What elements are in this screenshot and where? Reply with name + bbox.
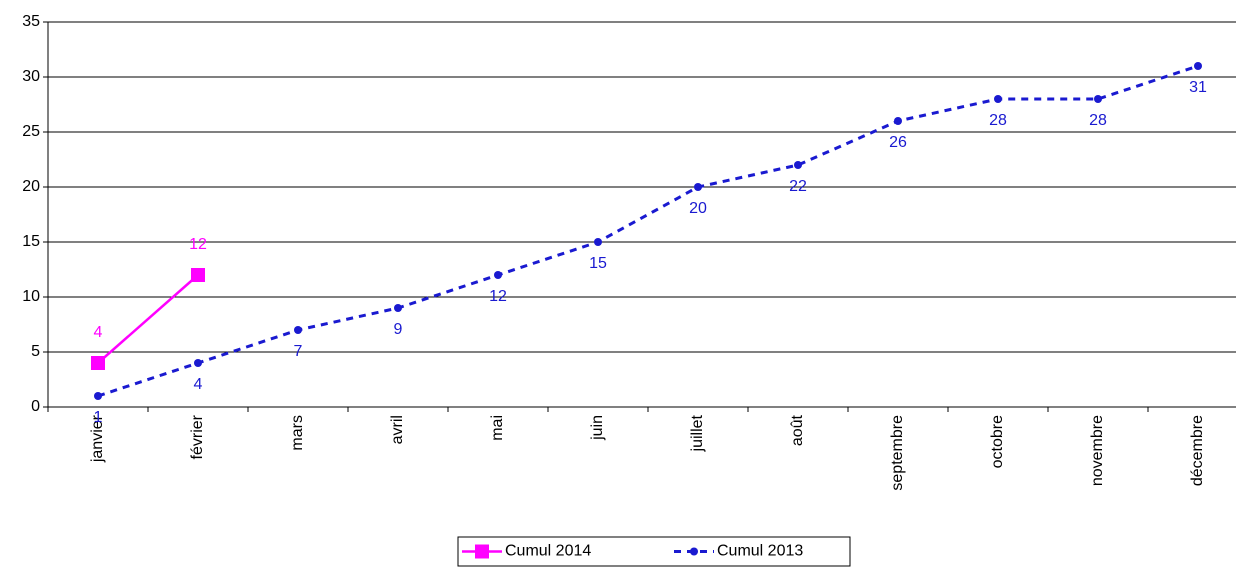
data-label: 28 xyxy=(1089,112,1107,129)
point xyxy=(694,183,702,191)
legend-marker xyxy=(475,544,489,559)
data-label: 4 xyxy=(194,376,203,393)
series-line xyxy=(97,274,199,364)
y-tick-label: 20 xyxy=(22,178,40,195)
y-tick-label: 0 xyxy=(31,398,40,415)
legend-label: Cumul 2013 xyxy=(717,543,803,560)
x-tick-label: janvier xyxy=(89,414,106,463)
data-label: 12 xyxy=(189,236,207,253)
point xyxy=(1094,95,1102,103)
y-tick-label: 5 xyxy=(31,343,40,360)
x-tick-label: mai xyxy=(489,415,506,441)
y-tick-label: 30 xyxy=(22,68,40,85)
x-tick-label: mars xyxy=(289,415,306,451)
x-tick-label: novembre xyxy=(1089,415,1106,486)
point xyxy=(91,356,105,370)
point xyxy=(494,271,502,279)
point xyxy=(394,304,402,312)
point xyxy=(794,161,802,169)
y-tick-label: 35 xyxy=(22,13,40,30)
data-label: 12 xyxy=(489,288,507,305)
legend: Cumul 2014 Cumul 2013 xyxy=(457,536,851,567)
x-tick-label: avril xyxy=(389,415,406,444)
x-tick-label: décembre xyxy=(1189,415,1206,486)
data-label: 31 xyxy=(1189,79,1207,96)
data-label: 4 xyxy=(94,324,103,341)
point xyxy=(94,392,102,400)
x-tick-label: octobre xyxy=(989,415,1006,468)
data-label: 7 xyxy=(294,343,303,360)
point xyxy=(994,95,1002,103)
y-tick-label: 10 xyxy=(22,288,40,305)
data-label: 15 xyxy=(589,255,607,272)
data-label: 9 xyxy=(394,321,403,338)
x-tick-label: juin xyxy=(589,415,606,441)
point xyxy=(194,359,202,367)
legend-label: Cumul 2014 xyxy=(505,543,591,560)
x-tick-label: février xyxy=(189,414,206,459)
point xyxy=(191,268,205,282)
data-label: 20 xyxy=(689,200,707,217)
x-tick-label: août xyxy=(789,414,806,446)
point xyxy=(1194,62,1202,70)
series-line xyxy=(97,64,1199,398)
data-label: 28 xyxy=(989,112,1007,129)
legend-marker xyxy=(690,547,698,556)
y-tick-label: 15 xyxy=(22,233,40,250)
data-label: 26 xyxy=(889,134,907,151)
data-label: 22 xyxy=(789,178,807,195)
point xyxy=(594,238,602,246)
point xyxy=(294,326,302,334)
y-tick-label: 25 xyxy=(22,123,40,140)
point xyxy=(894,117,902,125)
x-tick-label: juillet xyxy=(689,414,706,452)
x-tick-label: septembre xyxy=(889,415,906,491)
legend-box xyxy=(457,536,851,567)
data-label: 1 xyxy=(94,409,103,426)
